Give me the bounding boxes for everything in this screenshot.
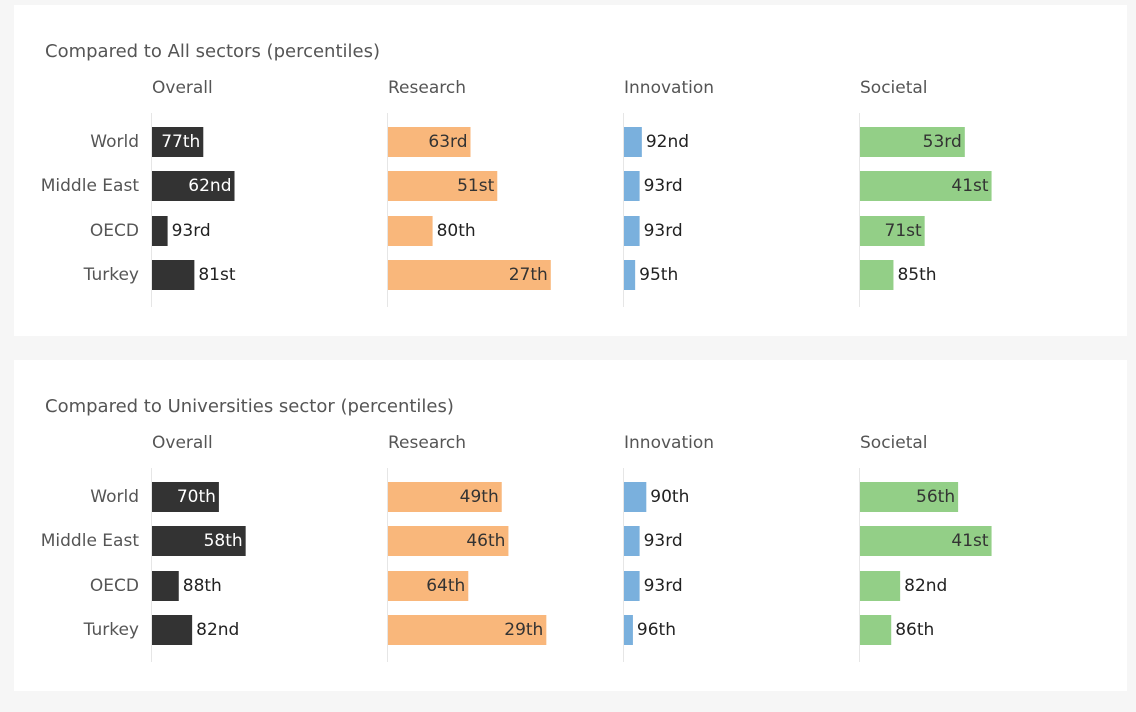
column-header-research: Research	[388, 433, 466, 453]
value-label-innovation-turkey: 95th	[639, 265, 678, 285]
row-label-world: World	[90, 132, 139, 152]
bar-societal-turkey	[860, 260, 894, 290]
bar-overall-middle-east	[152, 171, 235, 201]
value-label-overall-world: 77th	[161, 132, 200, 152]
bar-overall-turkey	[152, 260, 195, 290]
value-label-research-world: 63rd	[428, 132, 467, 152]
row-label-middle-east: Middle East	[41, 176, 140, 196]
bar-innovation-turkey	[624, 615, 633, 645]
bar-innovation-oecd	[624, 216, 640, 246]
value-label-innovation-middle-east: 93rd	[644, 176, 683, 196]
value-label-research-turkey: 27th	[509, 265, 548, 285]
bar-societal-turkey	[860, 615, 892, 645]
bar-societal-world	[860, 482, 959, 512]
value-label-research-turkey: 29th	[504, 620, 543, 640]
value-label-innovation-world: 90th	[650, 487, 689, 507]
value-label-innovation-oecd: 93rd	[644, 576, 683, 596]
chart-panel-universities-sector: Compared to Universities sector (percent…	[14, 360, 1127, 691]
bar-overall-world	[152, 482, 219, 512]
value-label-overall-world: 70th	[177, 487, 216, 507]
column-header-overall: Overall	[152, 78, 213, 98]
bar-research-turkey	[388, 615, 547, 645]
value-label-overall-oecd: 88th	[183, 576, 222, 596]
row-label-oecd: OECD	[90, 221, 139, 241]
bar-societal-oecd	[860, 571, 901, 601]
bar-research-middle-east	[388, 171, 498, 201]
bar-research-oecd	[388, 571, 469, 601]
value-label-overall-oecd: 93rd	[172, 221, 211, 241]
column-header-societal: Societal	[860, 78, 928, 98]
bar-overall-turkey	[152, 615, 193, 645]
row-label-middle-east: Middle East	[41, 531, 140, 551]
value-label-research-oecd: 80th	[437, 221, 476, 241]
chart-panel-all-sectors: Compared to All sectors (percentiles) Wor…	[14, 5, 1127, 336]
chart-all-sectors: Compared to All sectors (percentiles) Wor…	[41, 41, 992, 307]
chart-title: Compared to All sectors (percentiles)	[45, 41, 380, 62]
chart-title: Compared to Universities sector (percent…	[45, 396, 454, 417]
value-label-societal-world: 53rd	[923, 132, 962, 152]
bar-societal-world	[860, 127, 965, 157]
value-label-societal-oecd: 71st	[885, 221, 922, 241]
column-header-innovation: Innovation	[624, 433, 714, 453]
column-header-research: Research	[388, 78, 466, 98]
bar-research-turkey	[388, 260, 551, 290]
bar-innovation-oecd	[624, 571, 640, 601]
bar-innovation-middle-east	[624, 171, 640, 201]
bar-overall-world	[152, 127, 204, 157]
row-label-turkey: Turkey	[83, 265, 139, 285]
bar-societal-oecd	[860, 216, 925, 246]
row-label-oecd: OECD	[90, 576, 139, 596]
bar-research-middle-east	[388, 526, 509, 556]
column-header-societal: Societal	[860, 433, 928, 453]
value-label-overall-turkey: 81st	[198, 265, 235, 285]
bar-innovation-middle-east	[624, 526, 640, 556]
bar-research-world	[388, 482, 502, 512]
bar-overall-oecd	[152, 216, 168, 246]
bar-innovation-turkey	[624, 260, 636, 290]
column-header-overall: Overall	[152, 433, 213, 453]
value-label-societal-turkey: 86th	[895, 620, 934, 640]
bar-research-world	[388, 127, 471, 157]
value-label-societal-middle-east: 41st	[951, 176, 988, 196]
value-label-research-middle-east: 46th	[466, 531, 505, 551]
value-label-societal-world: 56th	[916, 487, 955, 507]
value-label-research-oecd: 64th	[426, 576, 465, 596]
chart-universities-sector: Compared to Universities sector (percent…	[41, 396, 992, 662]
bar-overall-middle-east	[152, 526, 246, 556]
value-label-research-world: 49th	[460, 487, 499, 507]
value-label-overall-middle-east: 62nd	[188, 176, 231, 196]
bar-overall-oecd	[152, 571, 179, 601]
bar-societal-middle-east	[860, 171, 992, 201]
row-label-turkey: Turkey	[83, 620, 139, 640]
value-label-societal-turkey: 85th	[897, 265, 936, 285]
bar-societal-middle-east	[860, 526, 992, 556]
value-label-research-middle-east: 51st	[457, 176, 494, 196]
column-header-innovation: Innovation	[624, 78, 714, 98]
value-label-societal-middle-east: 41st	[951, 531, 988, 551]
value-label-innovation-turkey: 96th	[637, 620, 676, 640]
value-label-innovation-oecd: 93rd	[644, 221, 683, 241]
value-label-societal-oecd: 82nd	[904, 576, 947, 596]
value-label-overall-turkey: 82nd	[196, 620, 239, 640]
bar-innovation-world	[624, 482, 647, 512]
value-label-overall-middle-east: 58th	[204, 531, 243, 551]
bar-research-oecd	[388, 216, 433, 246]
row-label-world: World	[90, 487, 139, 507]
value-label-innovation-world: 92nd	[646, 132, 689, 152]
value-label-innovation-middle-east: 93rd	[644, 531, 683, 551]
bar-innovation-world	[624, 127, 642, 157]
